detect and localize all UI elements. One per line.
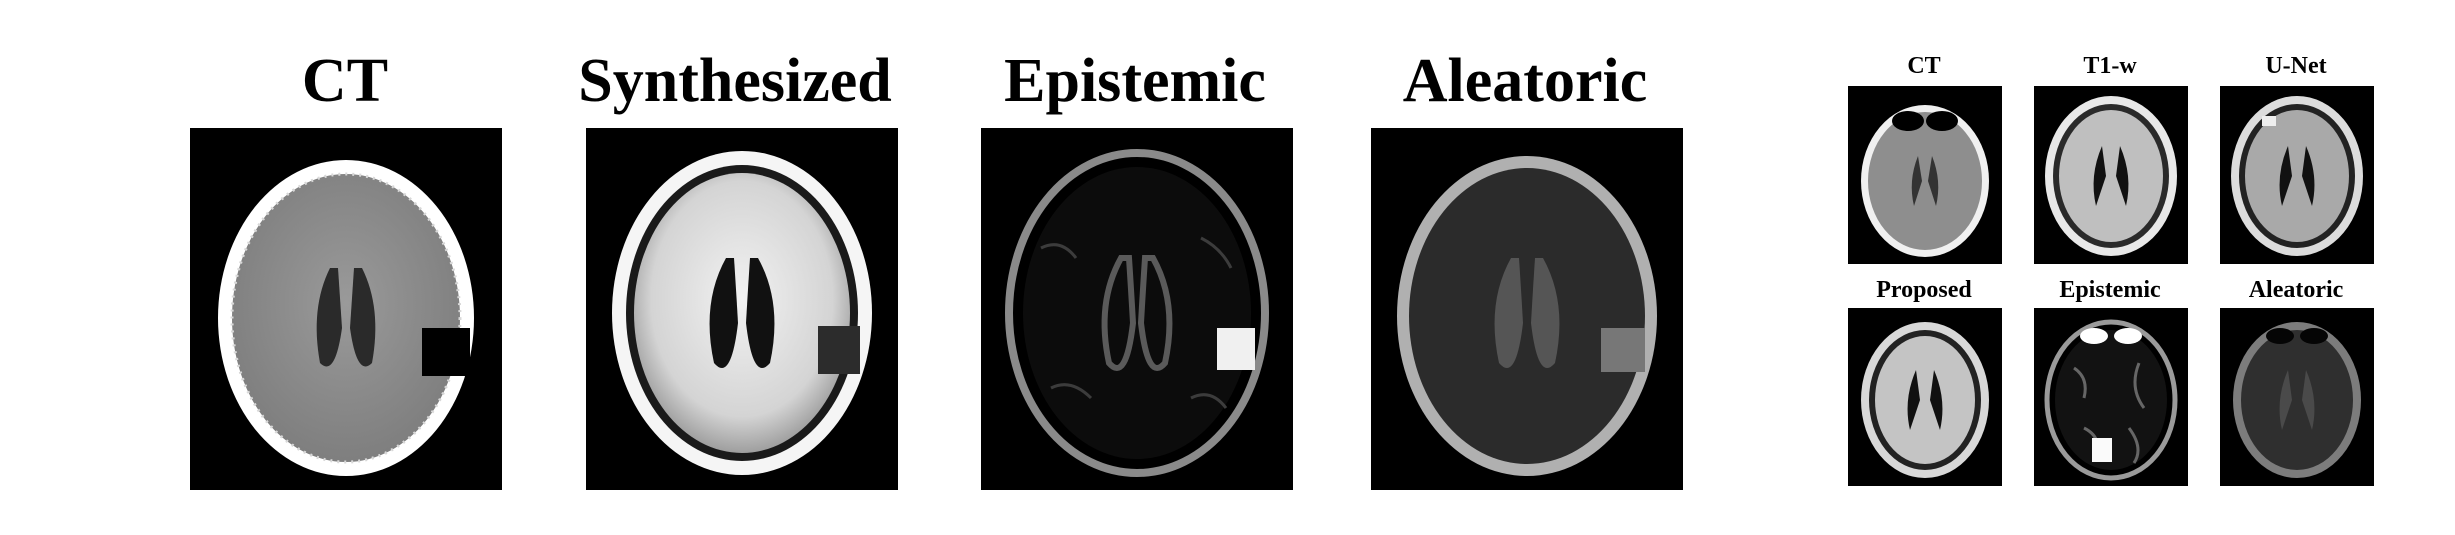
small-title-unet: U-Net bbox=[2265, 53, 2327, 79]
small-epistemic-brain bbox=[2044, 319, 2178, 481]
small-title-epistemic: Epistemic bbox=[2059, 277, 2161, 303]
title-epistemic: Epistemic bbox=[1004, 47, 1266, 115]
small-aleatoric-image bbox=[2220, 308, 2374, 486]
title-ct: CT bbox=[301, 47, 389, 115]
small-title-proposed: Proposed bbox=[1876, 277, 1972, 303]
small-unet-brain bbox=[2231, 96, 2363, 256]
small-epistemic-image bbox=[2034, 308, 2188, 486]
epistemic-image bbox=[981, 128, 1293, 490]
small-unet-image bbox=[2220, 86, 2374, 264]
ct-brain-slice bbox=[218, 160, 474, 476]
ct-image bbox=[190, 128, 502, 490]
aleatoric-brain-slice bbox=[1397, 156, 1657, 476]
small-aleatoric-brain bbox=[2233, 322, 2361, 478]
small-ct-image bbox=[1848, 86, 2002, 264]
small-ct-brain bbox=[1861, 105, 1989, 257]
title-aleatoric: Aleatoric bbox=[1402, 47, 1648, 115]
aleatoric-image bbox=[1371, 128, 1683, 490]
small-title-aleatoric: Aleatoric bbox=[2248, 277, 2344, 303]
small-t1w-image bbox=[2034, 86, 2188, 264]
small-title-t1w: T1-w bbox=[2083, 53, 2137, 79]
small-proposed-brain bbox=[1861, 322, 1989, 478]
epistemic-brain-slice bbox=[1005, 149, 1269, 477]
small-t1w-brain bbox=[2045, 96, 2177, 256]
small-proposed-image bbox=[1848, 308, 2002, 486]
synthesized-brain-slice bbox=[612, 151, 872, 475]
small-title-ct: CT bbox=[1907, 53, 1941, 79]
synthesized-image bbox=[586, 128, 898, 490]
title-synthesized: Synthesized bbox=[578, 47, 892, 115]
